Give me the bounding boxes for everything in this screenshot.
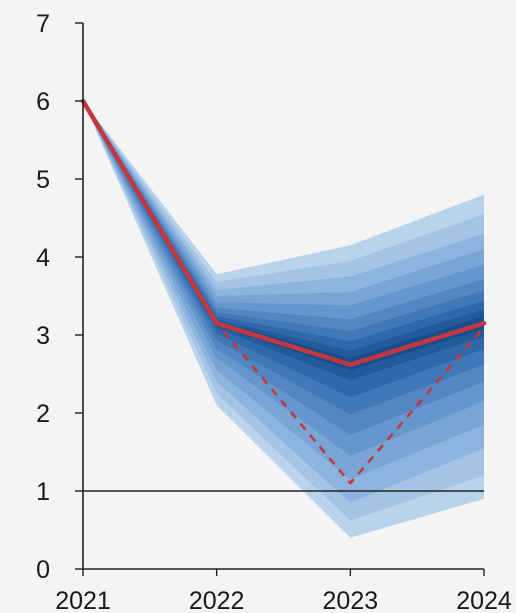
central-projection-line: [80, 98, 487, 367]
fan-bands: [83, 101, 484, 538]
axes: 0 1 2 3 4 5 6 7 2021 2022 2023 2024: [36, 10, 512, 613]
y-tick-label-0: 0: [36, 556, 50, 584]
x-tick-label-2024: 2024: [456, 587, 512, 613]
x-tick-label-2023: 2023: [323, 587, 379, 613]
x-tick-label-2021: 2021: [55, 587, 111, 613]
alternative-path-line: [81, 100, 485, 485]
y-tick-label-1: 1: [36, 478, 50, 506]
y-tick-label-4: 4: [36, 244, 50, 272]
y-tick-label-2: 2: [36, 400, 50, 428]
y-tick-label-7: 7: [36, 10, 50, 38]
y-tick-label-3: 3: [36, 322, 50, 350]
projection-lines: [80, 98, 487, 492]
x-tick-label-2022: 2022: [189, 587, 245, 613]
y-tick-label-5: 5: [36, 166, 50, 194]
y-tick-label-6: 6: [36, 88, 50, 116]
